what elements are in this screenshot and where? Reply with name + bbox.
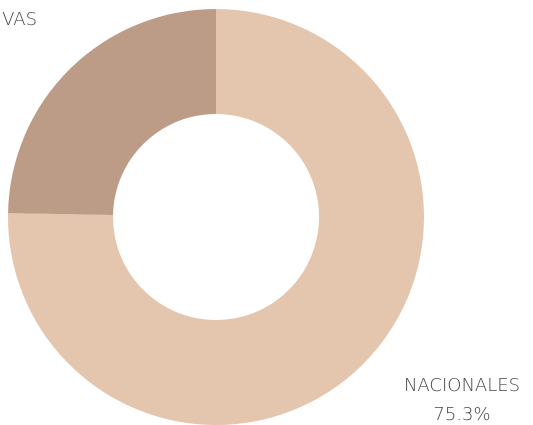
slice-value-label: 75.3% (433, 404, 490, 425)
slice-label: NACIONALES (404, 375, 520, 396)
slice-label: VAS (2, 9, 37, 30)
donut-slice (8, 9, 216, 216)
donut-slice (8, 9, 424, 425)
